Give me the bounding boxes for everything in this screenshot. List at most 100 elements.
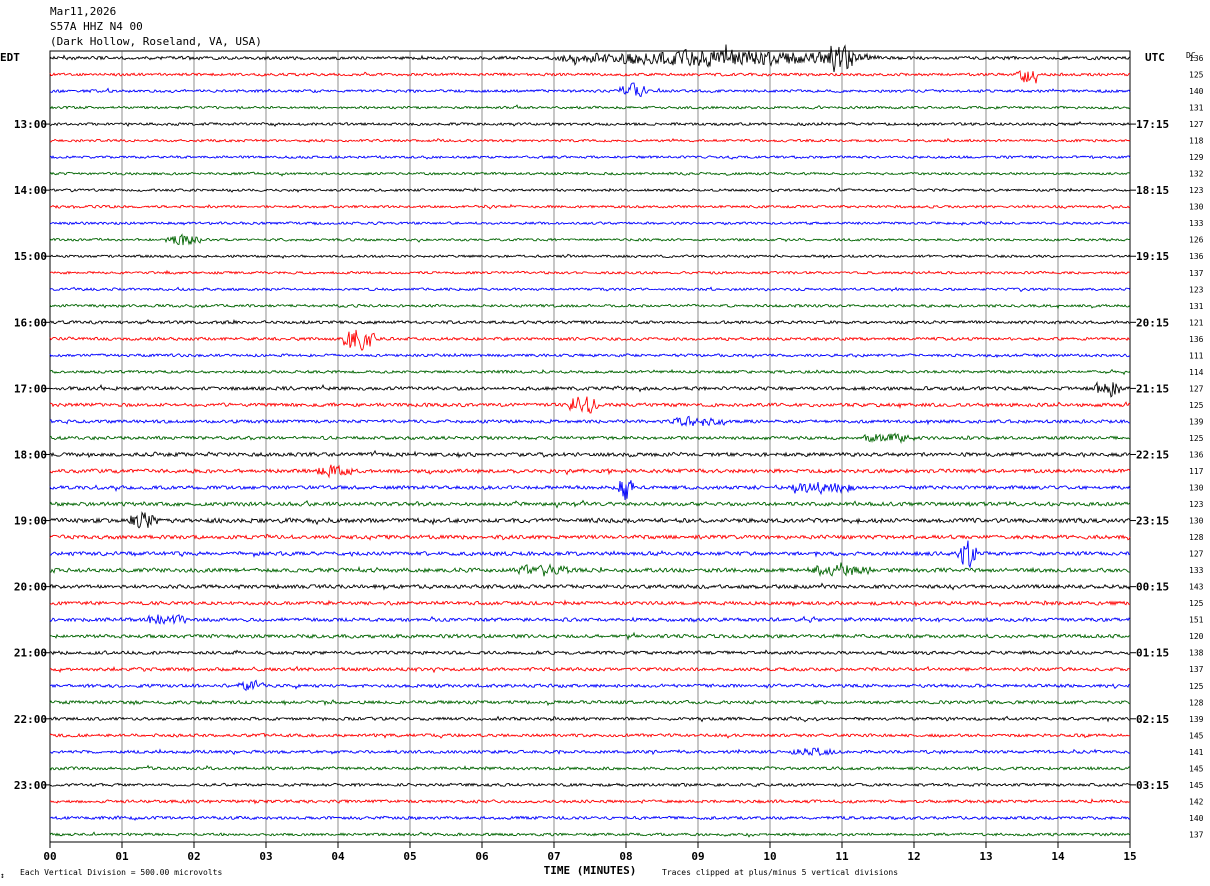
trace-line — [49, 187, 1131, 193]
trace-line — [49, 732, 1131, 739]
trace-line — [49, 203, 1131, 210]
trace-line — [49, 303, 1131, 310]
dc-offset-label: 127 — [1189, 384, 1204, 393]
dc-offset-label: 127 — [1189, 120, 1204, 129]
trace-line — [49, 368, 1131, 376]
right-hour-labels: 17:15 18:15 19:15 20:15 21:15 22:15 23:15 00:15… — [1130, 118, 1169, 792]
x-tick-label: 08 — [619, 850, 632, 863]
x-tick-label: 13 — [979, 850, 992, 863]
dc-offset-label: 142 — [1189, 797, 1204, 806]
dc-offset-label: 145 — [1189, 764, 1204, 773]
dc-offset-label: 136 — [1189, 54, 1204, 63]
trace-line — [49, 137, 1131, 144]
dc-offset-label: 133 — [1189, 219, 1204, 228]
dc-offset-label: 120 — [1189, 632, 1204, 641]
dc-offset-label: 140 — [1189, 87, 1204, 96]
x-tick-label: 00 — [43, 850, 56, 863]
left-hour-label: 17:00 — [14, 382, 47, 395]
dc-offset-label: 118 — [1189, 137, 1204, 146]
dc-offset-label: 130 — [1189, 517, 1204, 526]
left-hour-label: 20:00 — [14, 581, 47, 594]
trace-line — [49, 665, 1131, 674]
clip-note: Traces clipped at plus/minus 5 vertical … — [662, 868, 898, 877]
trace-line — [49, 649, 1131, 656]
dc-offset-label: 136 — [1189, 335, 1204, 344]
trace-line — [49, 171, 1131, 177]
left-hour-label: 21:00 — [14, 647, 47, 660]
location-label: (Dark Hollow, Roseland, VA, USA) — [50, 35, 262, 48]
x-tick-label: 02 — [187, 850, 200, 863]
traces — [49, 44, 1131, 838]
dc-offset-label: 111 — [1189, 351, 1204, 360]
trace-line — [49, 798, 1130, 805]
trace-line — [49, 329, 1131, 351]
trace-line — [49, 352, 1130, 359]
trace-line — [49, 533, 1131, 541]
dc-offset-label: 127 — [1189, 550, 1204, 559]
trace-line — [49, 831, 1131, 838]
trace-line — [49, 233, 1131, 246]
dc-offset-label: 133 — [1189, 566, 1204, 575]
dc-offset-label: 125 — [1189, 71, 1204, 80]
left-hour-label: 23:00 — [14, 779, 47, 792]
dc-offset-label: 136 — [1189, 450, 1204, 459]
left-hour-label: 13:00 — [14, 118, 47, 131]
dc-offset-label: 132 — [1189, 170, 1204, 179]
left-hour-label: 18:00 — [14, 448, 47, 461]
dc-offset-label: 123 — [1189, 186, 1204, 195]
dc-offset-label: 139 — [1189, 417, 1204, 426]
x-tick-label: 05 — [403, 850, 416, 863]
trace-line — [49, 415, 1131, 427]
trace-line — [49, 104, 1131, 110]
right-hour-label: 03:15 — [1136, 779, 1169, 792]
trace-line — [49, 70, 1131, 84]
trace-line — [49, 764, 1131, 772]
trace-line — [49, 82, 1131, 98]
trace-line — [49, 269, 1131, 275]
left-hour-labels: 13:00 14:00 15:00 16:00 17:00 18:00 19:00 20:00… — [14, 118, 50, 792]
x-tick-label: 14 — [1051, 850, 1065, 863]
dc-offset-label: 130 — [1189, 484, 1204, 493]
dc-offset-label: 141 — [1189, 748, 1204, 757]
dc-offset-label: 151 — [1189, 616, 1204, 625]
dc-offset-label: 145 — [1189, 781, 1204, 790]
dc-offset-label: 138 — [1189, 649, 1204, 658]
right-hour-label: 19:15 — [1136, 250, 1169, 263]
dc-offset-label: 137 — [1189, 830, 1204, 839]
right-hour-label: 22:15 — [1136, 448, 1169, 461]
trace-line — [49, 480, 1131, 501]
dc-offset-label: 125 — [1189, 599, 1204, 608]
dc-offset-labels: 136 125 140 131 127 118 129 132 123 130 133 126 136 1… — [1189, 54, 1204, 839]
right-hour-label: 02:15 — [1136, 713, 1169, 726]
dc-offset-label: 128 — [1189, 698, 1204, 707]
dc-offset-label: 126 — [1189, 236, 1204, 245]
dc-offset-label: 128 — [1189, 533, 1204, 542]
trace-line — [49, 449, 1131, 459]
dc-offset-label: 143 — [1189, 583, 1204, 592]
corner-mark: ↕ — [0, 871, 5, 880]
dc-offset-label: 123 — [1189, 500, 1204, 509]
trace-line — [49, 614, 1131, 625]
plot-frame — [49, 50, 1131, 843]
trace-line — [49, 540, 1131, 569]
x-tick-label: 10 — [763, 850, 776, 863]
dc-offset-label: 140 — [1189, 814, 1204, 823]
trace-line — [49, 782, 1131, 788]
trace-line — [49, 396, 1131, 414]
right-hour-label: 00:15 — [1136, 581, 1169, 594]
trace-line — [49, 747, 1131, 757]
dc-offset-label: 139 — [1189, 715, 1204, 724]
trace-line — [49, 499, 1131, 509]
dc-offset-label: 125 — [1189, 401, 1204, 410]
trace-line — [49, 286, 1131, 293]
x-tick-label: 12 — [907, 850, 920, 863]
right-hour-label: 18:15 — [1136, 184, 1169, 197]
dc-offset-label: 130 — [1189, 203, 1204, 212]
trace-line — [49, 220, 1131, 226]
left-hour-label: 15:00 — [14, 250, 47, 263]
vertical-division-note: Each Vertical Division = 500.00 microvol… — [20, 868, 222, 877]
trace-line — [49, 715, 1131, 723]
station-label: S57A HHZ N4 00 — [50, 20, 143, 33]
dc-offset-label: 114 — [1189, 368, 1204, 377]
x-tick-label: 09 — [691, 850, 704, 863]
